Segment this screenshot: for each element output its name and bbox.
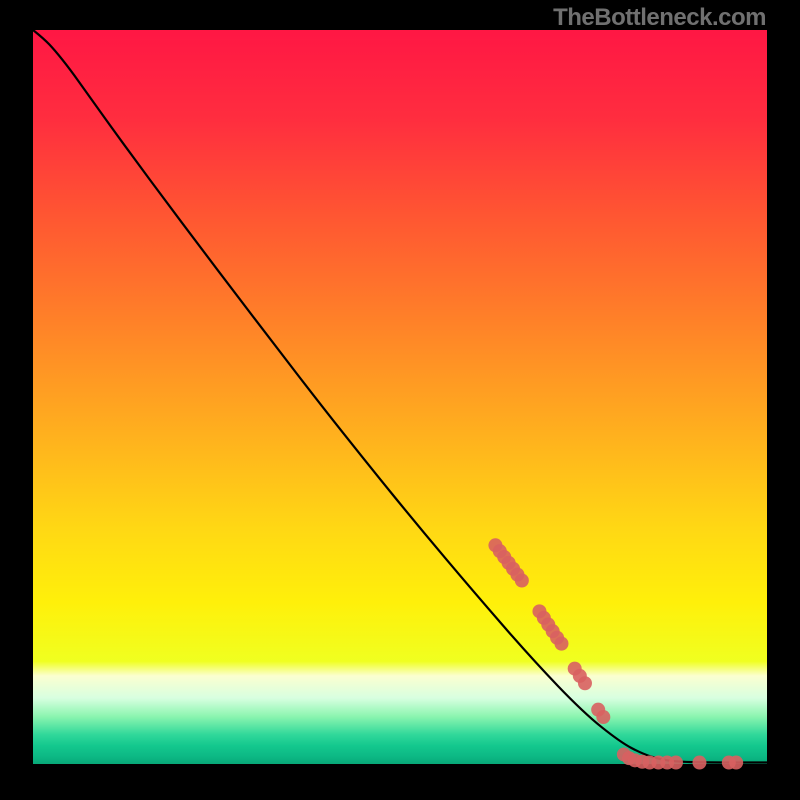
data-marker — [596, 710, 610, 724]
data-marker — [729, 756, 743, 770]
plot-background — [33, 30, 767, 764]
data-marker — [669, 756, 683, 770]
data-marker — [515, 574, 529, 588]
data-marker — [554, 637, 568, 651]
data-marker — [578, 676, 592, 690]
bottleneck-curve-chart — [0, 0, 800, 800]
chart-container: TheBottleneck.com — [0, 0, 800, 800]
data-marker — [692, 756, 706, 770]
